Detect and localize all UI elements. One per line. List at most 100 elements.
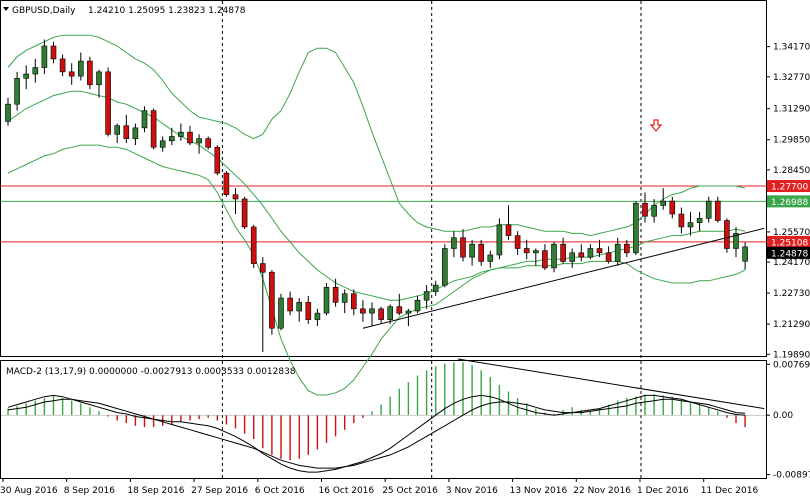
- candle-bull: [5, 103, 11, 122]
- price-tag-label: 1.24878: [771, 249, 808, 259]
- candle-bear: [523, 248, 530, 254]
- bollinger-bands: [7, 34, 746, 396]
- candle-bear: [305, 302, 312, 320]
- candle-bull: [169, 136, 175, 142]
- price-tick-label: 1.19890: [773, 350, 810, 360]
- time-tick-label: 18 Sep 2016: [127, 486, 184, 496]
- macd-panel-frame: [0, 360, 767, 479]
- price-axis: 1.34170 1.32770 1.31290 1.29850 1.28450 1.255…: [766, 43, 810, 360]
- support-trendline: [362, 227, 765, 329]
- price-tick-label: 1.32770: [773, 73, 810, 83]
- candle-bull: [41, 45, 48, 68]
- candle-bear: [214, 146, 221, 174]
- candle-bull: [532, 250, 539, 254]
- price-tick-label: 1.21290: [773, 320, 810, 330]
- candle-bull: [387, 306, 394, 320]
- candle-bear: [623, 243, 630, 254]
- candle-bear: [605, 252, 612, 262]
- period-separators: [221, 1, 642, 478]
- time-tick-label: 25 Oct 2016: [382, 486, 438, 496]
- candle-bull: [469, 243, 475, 258]
- bollinger-middle-line: [7, 90, 746, 301]
- price-tick-label: 1.34170: [773, 43, 810, 53]
- candle-bear: [205, 138, 211, 148]
- candle-bull: [614, 243, 621, 262]
- candle-bull: [687, 222, 694, 228]
- candlesticks: [5, 39, 748, 352]
- candle-bull: [23, 73, 30, 79]
- ohlc-readout: 1.24210 1.25095 1.23823 1.24878: [88, 6, 246, 16]
- candle-bear: [241, 198, 248, 228]
- price-tick-label: 1.29850: [773, 136, 810, 146]
- candle-bear: [669, 200, 676, 215]
- price-tick-label: 1.28450: [773, 166, 810, 176]
- candle-bear: [560, 243, 566, 262]
- candle-bear: [223, 172, 230, 195]
- price-tick-label: 1.22730: [773, 289, 810, 299]
- candle-bull: [14, 78, 20, 105]
- time-axis: 30 Aug 2016 8 Sep 2016 18 Sep 2016 27 Sep 2…: [0, 478, 758, 496]
- candle-bear: [50, 45, 57, 60]
- macd-tick-label: 0.007698: [773, 360, 810, 370]
- price-panel-frame: [0, 0, 767, 357]
- trendlines: [362, 227, 765, 329]
- candle-bear: [505, 224, 512, 236]
- candle-bull: [341, 293, 348, 303]
- chart-title: GBPUSD,Daily: [12, 6, 76, 16]
- header-dropdown-icon: [3, 7, 9, 11]
- candle-bear: [724, 220, 730, 249]
- price-tag-label: 1.27700: [771, 183, 808, 193]
- candle-bear: [542, 250, 548, 269]
- candle-bear: [642, 202, 648, 217]
- candle-bull: [314, 312, 321, 320]
- candle-bear: [250, 226, 257, 264]
- candle-bear: [514, 235, 521, 249]
- candle-bull: [414, 299, 421, 312]
- candle-bull: [451, 237, 457, 249]
- time-tick-label: 1 Dec 2016: [637, 486, 689, 496]
- price-tick-label: 1.24170: [773, 258, 810, 268]
- candle-bear: [578, 252, 585, 258]
- time-tick-label: 6 Oct 2016: [255, 486, 305, 496]
- candle-bull: [587, 248, 594, 258]
- candle-bull: [733, 233, 739, 249]
- price-tag-label: 1.26988: [771, 198, 808, 208]
- price-tag-box: [767, 246, 810, 259]
- macd-main-line: [7, 394, 746, 473]
- candle-bull: [178, 131, 184, 137]
- price-tag-box: [767, 235, 810, 248]
- candle-bear: [269, 271, 275, 329]
- candle-bull: [423, 291, 430, 301]
- candle-bear: [478, 243, 485, 262]
- candle-bear: [259, 263, 266, 273]
- time-tick-label: 13 Nov 2016: [510, 486, 568, 496]
- macd-histogram: [1, 362, 766, 461]
- candle-bear: [596, 248, 603, 254]
- candle-bear: [59, 58, 66, 73]
- candle-bull: [96, 71, 102, 86]
- candle-bear: [332, 286, 339, 303]
- time-tick-label: 27 Sep 2016: [191, 486, 248, 496]
- candle-bull: [660, 200, 667, 206]
- candle-bear: [232, 194, 239, 200]
- time-tick-label: 3 Nov 2016: [446, 486, 498, 496]
- candle-bull: [405, 310, 412, 314]
- candle-bear: [714, 200, 721, 221]
- time-tick-label: 16 Oct 2016: [319, 486, 375, 496]
- candle-bull: [296, 302, 303, 312]
- candle-bear: [378, 308, 384, 320]
- candle-bull: [369, 308, 375, 314]
- candle-bull: [487, 254, 494, 262]
- candle-bull: [141, 110, 148, 129]
- candle-bear: [350, 293, 357, 310]
- candle-bull: [742, 246, 748, 262]
- bollinger-upper-line: [7, 34, 746, 237]
- candle-bull: [159, 140, 166, 148]
- candle-bull: [569, 252, 576, 262]
- candle-bull: [114, 125, 120, 135]
- time-tick-label: 30 Aug 2016: [0, 486, 58, 496]
- candle-bull: [705, 200, 712, 219]
- price-tag-label: 1.25108: [771, 238, 808, 248]
